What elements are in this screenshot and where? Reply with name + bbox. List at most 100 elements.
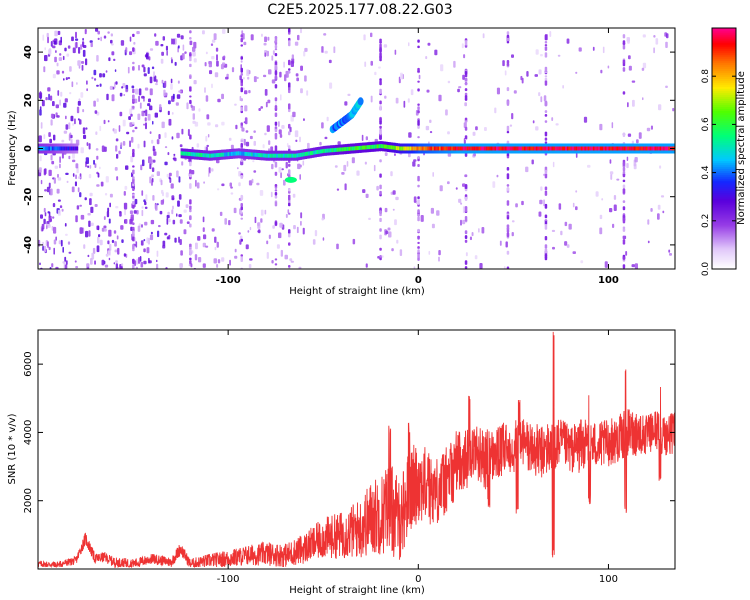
heatmap-cell: [627, 102, 629, 108]
heatmap-cell: [57, 177, 62, 181]
signal-core: [610, 146, 613, 151]
heatmap-cell: [108, 218, 111, 224]
signal-core: [392, 145, 395, 150]
heatmap-cell: [134, 198, 138, 205]
heatmap-streak: [417, 110, 420, 114]
heatmap-streak: [288, 242, 291, 246]
heatmap-cell: [135, 88, 139, 95]
signal-core: [490, 146, 494, 151]
signal-core: [547, 146, 551, 151]
signal-core: [230, 151, 234, 156]
heatmap-cell: [583, 116, 588, 123]
heatmap-cell: [162, 245, 166, 249]
heatmap-streak: [240, 122, 243, 126]
heatmap-cell: [65, 115, 67, 120]
heatmap-cell: [165, 92, 168, 96]
heatmap-cell: [171, 59, 173, 64]
heatmap-cell: [109, 85, 114, 90]
snr-frame: [37, 329, 676, 570]
heatmap-cell: [146, 52, 149, 60]
heatmap-cell: [261, 33, 263, 37]
heatmap-cell: [427, 42, 431, 46]
heatmap-cell: [46, 225, 48, 230]
signal-core: [618, 146, 621, 151]
heatmap-cell: [322, 237, 325, 241]
signal-core: [237, 151, 240, 156]
signal-core: [652, 146, 655, 151]
heatmap-cell: [48, 93, 50, 101]
signal-core: [541, 146, 544, 151]
heatmap-cell: [181, 161, 184, 166]
heatmap-cell: [53, 239, 57, 245]
colorbar-segment: [712, 56, 736, 59]
heatmap-cell: [221, 121, 225, 126]
heatmap-cell: [63, 78, 65, 81]
colorbar-segment: [712, 226, 736, 230]
heatmap-cell: [307, 142, 310, 149]
heatmap-cell: [43, 218, 46, 225]
heatmap-cell: [246, 69, 250, 76]
signal-core: [267, 153, 271, 158]
signal-core: [439, 146, 442, 151]
signal-core: [294, 153, 297, 158]
heatmap-cell: [572, 202, 575, 208]
heatmap-cell: [599, 227, 603, 235]
heatmap-streak: [132, 222, 135, 225]
heatmap-cell: [471, 232, 474, 237]
heatmap-cell: [64, 264, 68, 269]
signal-core: [284, 153, 287, 158]
colorbar-segment: [712, 114, 736, 117]
heatmap-cell: [74, 118, 76, 125]
x-tick-label: -100: [217, 574, 240, 585]
colorbar-segment: [712, 72, 736, 75]
heatmap-cell: [122, 141, 126, 146]
heatmap-streak: [189, 183, 192, 189]
heatmap-streak: [544, 100, 548, 107]
heatmap-cell: [526, 71, 529, 77]
heatmap-streak: [189, 173, 192, 178]
heatmap-cell: [462, 183, 466, 187]
signal-core: [53, 146, 56, 151]
heatmap-cell: [72, 47, 76, 54]
heatmap-streak: [544, 110, 548, 113]
signal-core: [259, 153, 262, 158]
signal-core: [492, 146, 495, 151]
signal-core: [210, 153, 213, 158]
signal-core: [575, 146, 578, 151]
heatmap-cell: [460, 219, 462, 226]
heatmap-streak: [379, 52, 382, 59]
signal-core: [482, 146, 485, 151]
signal-core: [544, 146, 547, 151]
heatmap-cell: [207, 134, 210, 138]
heatmap-cell: [77, 176, 81, 179]
heatmap-streak: [506, 60, 510, 64]
heatmap-cell: [52, 216, 55, 219]
heatmap-cell: [80, 92, 84, 98]
signal-core: [506, 146, 509, 151]
heatmap-streak: [379, 120, 382, 125]
heatmap-cell: [552, 161, 555, 168]
heatmap-cell: [48, 215, 52, 223]
colorbar-segment: [712, 232, 736, 236]
heatmap-cell: [77, 60, 81, 66]
heatmap-cell: [161, 121, 165, 129]
heatmap-cell: [49, 95, 53, 101]
heatmap-cell: [79, 192, 82, 198]
heatmap-cell: [179, 219, 183, 224]
signal-core: [353, 146, 356, 151]
signal-core: [459, 146, 462, 151]
heatmap-cell: [253, 140, 256, 146]
heatmap-streak: [288, 233, 291, 238]
signal-core: [212, 153, 215, 158]
heatmap-cell: [377, 256, 380, 259]
heatmap-cell: [48, 132, 51, 137]
heatmap-cell: [130, 113, 133, 117]
heatmap-cell: [368, 217, 371, 220]
signal-core: [628, 146, 632, 151]
colorbar-segment: [712, 216, 736, 220]
heatmap-cell: [55, 266, 59, 269]
heatmap-cell: [275, 100, 277, 106]
heatmap-cell: [165, 192, 169, 198]
heatmap-cell: [472, 131, 476, 136]
heatmap-cell: [64, 47, 67, 52]
